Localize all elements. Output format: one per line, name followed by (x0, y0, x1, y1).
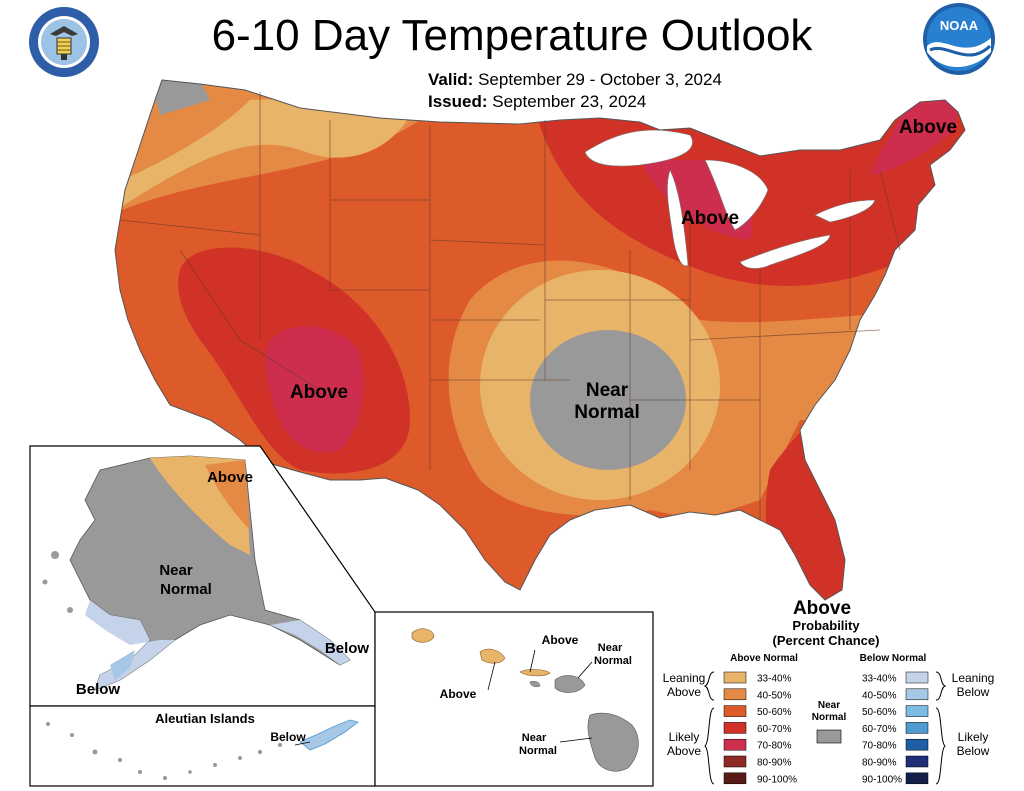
noaa-logo-text: NOAA (940, 18, 979, 33)
label-above-southwest: Above (290, 382, 348, 403)
label-near-normal-central-1: Near (586, 380, 629, 401)
legend-near-normal-2: Normal (812, 712, 847, 723)
label-hawaii-near-normal-bottom-1: Near (522, 732, 547, 744)
legend-below-swatch-4 (905, 722, 929, 734)
legend-above-range-label-5: 70-80% (757, 741, 792, 752)
legend-above-swatch-4 (723, 722, 747, 734)
hawaii-inset (374, 611, 654, 787)
legend-above-header: Above Normal (730, 653, 798, 664)
noaa-logo-icon: NOAA (922, 2, 996, 81)
legend-above-swatch-1 (723, 671, 747, 684)
legend-below-swatches: 33-40% 40-50% 50-60% 60-70% 70-80% 80-90% 90-1… (862, 671, 929, 785)
legend-above-swatch-2 (723, 688, 747, 701)
legend-likely-below-2: Below (957, 744, 990, 758)
legend-leaning-above-2: Above (667, 685, 701, 699)
legend-below-swatch-3 (905, 705, 929, 717)
legend-below-range-label-5: 70-80% (862, 741, 897, 752)
issued-line: Issued: September 23, 2024 (428, 92, 646, 112)
conus-outline (114, 79, 966, 601)
aleutian-inset (29, 705, 376, 787)
label-above-northeast: Above (899, 117, 957, 138)
legend-above-swatch-7 (723, 772, 747, 785)
legend-title-2: (Percent Chance) (773, 633, 880, 648)
label-alaska-near-normal-1: Near (159, 562, 193, 579)
legend-below-header: Below Normal (860, 653, 927, 664)
legend-likely-below-1: Likely (958, 730, 989, 744)
legend-title-1: Probability (792, 618, 860, 633)
alaska-inset (29, 445, 376, 707)
legend-below-range-label-3: 50-60% (862, 707, 897, 718)
above-33-40-northwest (115, 95, 420, 220)
legend-below-range-label-1: 33-40% (862, 674, 897, 685)
near-normal-northwest (150, 80, 210, 115)
legend: Probability (Percent Chance) Above Norma… (663, 618, 995, 785)
legend-below-range-label-7: 90-100% (862, 774, 902, 785)
legend-above-range-label-7: 90-100% (757, 774, 797, 785)
label-above-great-lakes: Above (681, 208, 739, 229)
aleutian-title: Aleutian Islands (155, 711, 255, 726)
legend-above-swatch-6 (723, 755, 747, 768)
label-hawaii-above-left: Above (440, 687, 477, 701)
label-above-southeast: Above (793, 598, 851, 619)
above-70-80-southwest (265, 326, 364, 453)
label-alaska-above: Above (207, 469, 253, 486)
label-alaska-below-se: Below (325, 640, 370, 657)
legend-below-swatch-1 (905, 671, 929, 684)
legend-below-range-label-2: 40-50% (862, 690, 897, 701)
legend-above-range-label-2: 40-50% (757, 690, 792, 701)
legend-above-swatch-3 (723, 705, 747, 717)
near-normal-central (530, 330, 686, 470)
legend-above-range-label-6: 80-90% (757, 758, 792, 769)
legend-near-normal-swatch (816, 729, 842, 744)
label-near-normal-central-2: Normal (574, 402, 639, 423)
label-hawaii-above-top: Above (542, 633, 579, 647)
legend-leaning-above-1: Leaning (663, 671, 706, 685)
issued-label: Issued: (428, 92, 488, 111)
legend-likely-above-1: Likely (669, 730, 700, 744)
above-70-80-northeast (870, 90, 960, 175)
valid-dates: September 29 - October 3, 2024 (478, 70, 722, 89)
label-alaska-near-normal-2: Normal (160, 581, 212, 598)
legend-below-swatch-5 (905, 738, 929, 751)
legend-above-swatch-5 (723, 738, 747, 751)
legend-below-swatch-6 (905, 755, 929, 768)
legend-below-range-label-4: 60-70% (862, 724, 897, 735)
legend-likely-above-2: Above (667, 744, 701, 758)
legend-above-range-label-4: 60-70% (757, 724, 792, 735)
label-alaska-below-sw: Below (76, 681, 121, 698)
issued-date: September 23, 2024 (492, 92, 647, 111)
label-hawaii-near-normal-bottom-2: Normal (519, 745, 557, 757)
legend-above-range-label-1: 33-40% (757, 674, 792, 685)
label-hawaii-near-normal-top-2: Normal (594, 655, 632, 667)
map-title: 6-10 Day Temperature Outlook (211, 11, 813, 60)
legend-below-swatch-7 (905, 772, 929, 785)
label-aleutian-below: Below (270, 730, 306, 744)
valid-line: Valid: September 29 - October 3, 2024 (428, 70, 722, 90)
legend-above-range-label-3: 50-60% (757, 707, 792, 718)
legend-below-range-label-6: 80-90% (862, 758, 897, 769)
legend-above-swatches: 33-40% 40-50% 50-60% 60-70% 70-80% 80-90% 90-1… (723, 671, 797, 785)
great-lakes (584, 129, 876, 269)
label-hawaii-near-normal-top-1: Near (598, 642, 623, 654)
legend-leaning-below-2: Below (957, 685, 990, 699)
legend-leaning-below-1: Leaning (952, 671, 995, 685)
legend-below-swatch-2 (905, 688, 929, 701)
state-boundaries (119, 92, 901, 520)
valid-label: Valid: (428, 70, 474, 89)
department-of-commerce-seal-icon (28, 6, 100, 83)
legend-near-normal-1: Near (818, 700, 840, 711)
